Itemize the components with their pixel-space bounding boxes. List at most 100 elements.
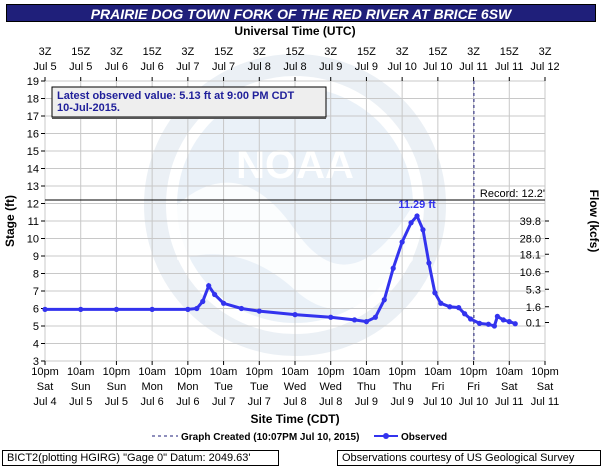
- bottom-tick-time: 10am: [424, 366, 452, 378]
- observed-point: [399, 239, 405, 245]
- flow-tick-label: 10.6: [520, 267, 541, 279]
- top-tick-date: Jul 6: [141, 61, 164, 73]
- bottom-tick-date: Jul 7: [248, 396, 271, 408]
- stage-tick-label: 15: [27, 146, 39, 158]
- observed-point: [351, 317, 358, 323]
- top-axis: 3Z Jul 5 15Z Jul 5 3Z Jul 6 15Z Jul 6 3Z Jul 7 15Z…: [33, 46, 560, 81]
- bottom-tick-day: Tue: [250, 381, 269, 393]
- bottom-tick-day: Mon: [141, 381, 162, 393]
- observed-point: [238, 305, 245, 312]
- bottom-tick-time: 10am: [138, 366, 166, 378]
- observed-point: [467, 316, 474, 322]
- top-tick-date: Jul 7: [176, 61, 199, 73]
- bottom-tick-date: Jul 11: [531, 396, 560, 408]
- top-tick-date: Jul 7: [212, 61, 235, 73]
- stage-tick-label: 4: [33, 339, 39, 351]
- bottom-axis-title: Site Time (CDT): [250, 412, 339, 426]
- observed-point: [381, 297, 387, 303]
- bottom-tick-day: Thu: [357, 381, 376, 393]
- observed-point: [113, 306, 120, 312]
- footer-datum: BICT2(plotting HGIRG) "Gage 0" Datum: 20…: [2, 450, 279, 466]
- observed-point: [390, 265, 396, 271]
- top-tick-time: 15Z: [286, 46, 305, 58]
- top-tick-time: 15Z: [214, 46, 233, 58]
- stage-axis-title: Stage (ft): [3, 195, 17, 247]
- top-tick-date: Jul 8: [283, 61, 306, 73]
- observed-point: [456, 305, 462, 311]
- flow-axis-title: Flow (kcfs): [587, 190, 601, 253]
- observed-point: [42, 306, 48, 312]
- stage-tick-label: 16: [27, 129, 39, 141]
- observed-point: [506, 319, 512, 325]
- top-tick-time: 3Z: [324, 46, 337, 58]
- top-tick-date: Jul 5: [69, 61, 92, 73]
- top-tick-time: 15Z: [143, 46, 162, 58]
- bottom-tick-date: Jul 5: [105, 396, 128, 408]
- bottom-tick-date: Jul 11: [495, 396, 524, 408]
- observed-point: [494, 313, 500, 319]
- top-tick-date: Jul 6: [105, 61, 128, 73]
- legend: Graph Created (10:07PM Jul 10, 2015) Obs…: [152, 432, 447, 443]
- bottom-tick-time: 10am: [67, 366, 95, 378]
- observed-point: [408, 220, 414, 226]
- top-tick-date: Jul 11: [459, 61, 488, 73]
- observed-point: [220, 300, 227, 306]
- stage-tick-label: 10: [27, 234, 39, 246]
- stage-tick-label: 14: [27, 164, 39, 176]
- flow-tick-label: 28.0: [520, 234, 541, 246]
- stage-tick-label: 13: [27, 181, 39, 193]
- observed-point: [414, 213, 420, 219]
- bottom-tick-date: Jul 8: [283, 396, 306, 408]
- stage-tick-label: 8: [33, 269, 39, 281]
- chart-title: PRAIRIE DOG TOWN FORK OF THE RED RIVER A…: [6, 4, 596, 22]
- bottom-tick-time: 10pm: [31, 366, 59, 378]
- top-tick-date: Jul 5: [33, 61, 56, 73]
- bottom-tick-day: Sat: [501, 381, 518, 393]
- top-tick-time: 3Z: [110, 46, 123, 58]
- observed-point: [447, 304, 453, 310]
- bottom-tick-date: Jul 6: [176, 396, 199, 408]
- top-tick-time: 3Z: [539, 46, 552, 58]
- stage-tick-label: 11: [28, 216, 39, 228]
- stage-tick-label: 3: [33, 356, 39, 368]
- stage-tick-label: 19: [27, 76, 39, 88]
- bottom-tick-time: 10am: [496, 366, 524, 378]
- observed-point: [500, 317, 506, 323]
- bottom-tick-day: Fri: [431, 381, 444, 393]
- stage-tick-label: 5: [33, 321, 39, 333]
- flow-tick-label: 0.1: [526, 318, 541, 330]
- flow-tick-label: 1.6: [526, 302, 541, 314]
- peak-label: 11.29 ft: [398, 199, 436, 211]
- observed-point: [476, 320, 483, 326]
- stage-ticks: 3 4 5 6 7 8 9 10 11 12 13 14 15 16 17 18 19: [27, 76, 45, 368]
- top-tick-time: 15Z: [428, 46, 447, 58]
- bottom-tick-day: Tue: [214, 381, 233, 393]
- latest-observed-box: Latest observed value: 5.13 ft at 9:00 P…: [51, 86, 327, 119]
- bottom-tick-date: Jul 8: [319, 396, 342, 408]
- bottom-tick-time: 10am: [281, 366, 309, 378]
- observed-point: [200, 298, 206, 305]
- top-tick-date: Jul 10: [423, 61, 452, 73]
- bottom-tick-day: Mon: [177, 381, 198, 393]
- bottom-tick-time: 10pm: [388, 366, 416, 378]
- bottom-tick-day: Wed: [284, 381, 306, 393]
- observed-point: [185, 306, 191, 312]
- observed-point: [512, 321, 518, 327]
- top-tick-time: 15Z: [71, 46, 90, 58]
- bottom-tick-time: 10pm: [246, 366, 274, 378]
- observed-point: [420, 227, 426, 233]
- observed-point: [462, 311, 468, 317]
- bottom-tick-time: 10pm: [460, 366, 488, 378]
- observed-point: [426, 260, 432, 266]
- bottom-tick-date: Jul 4: [33, 396, 56, 408]
- flow-tick-label: 18.1: [520, 249, 541, 261]
- observed-point: [328, 314, 334, 320]
- bottom-tick-day: Sat: [537, 381, 554, 393]
- bottom-tick-day: Sun: [107, 381, 127, 393]
- bottom-tick-time: 10pm: [317, 366, 345, 378]
- observed-point: [485, 321, 492, 327]
- observed-point: [194, 305, 200, 312]
- bottom-tick-date: Jul 6: [141, 396, 164, 408]
